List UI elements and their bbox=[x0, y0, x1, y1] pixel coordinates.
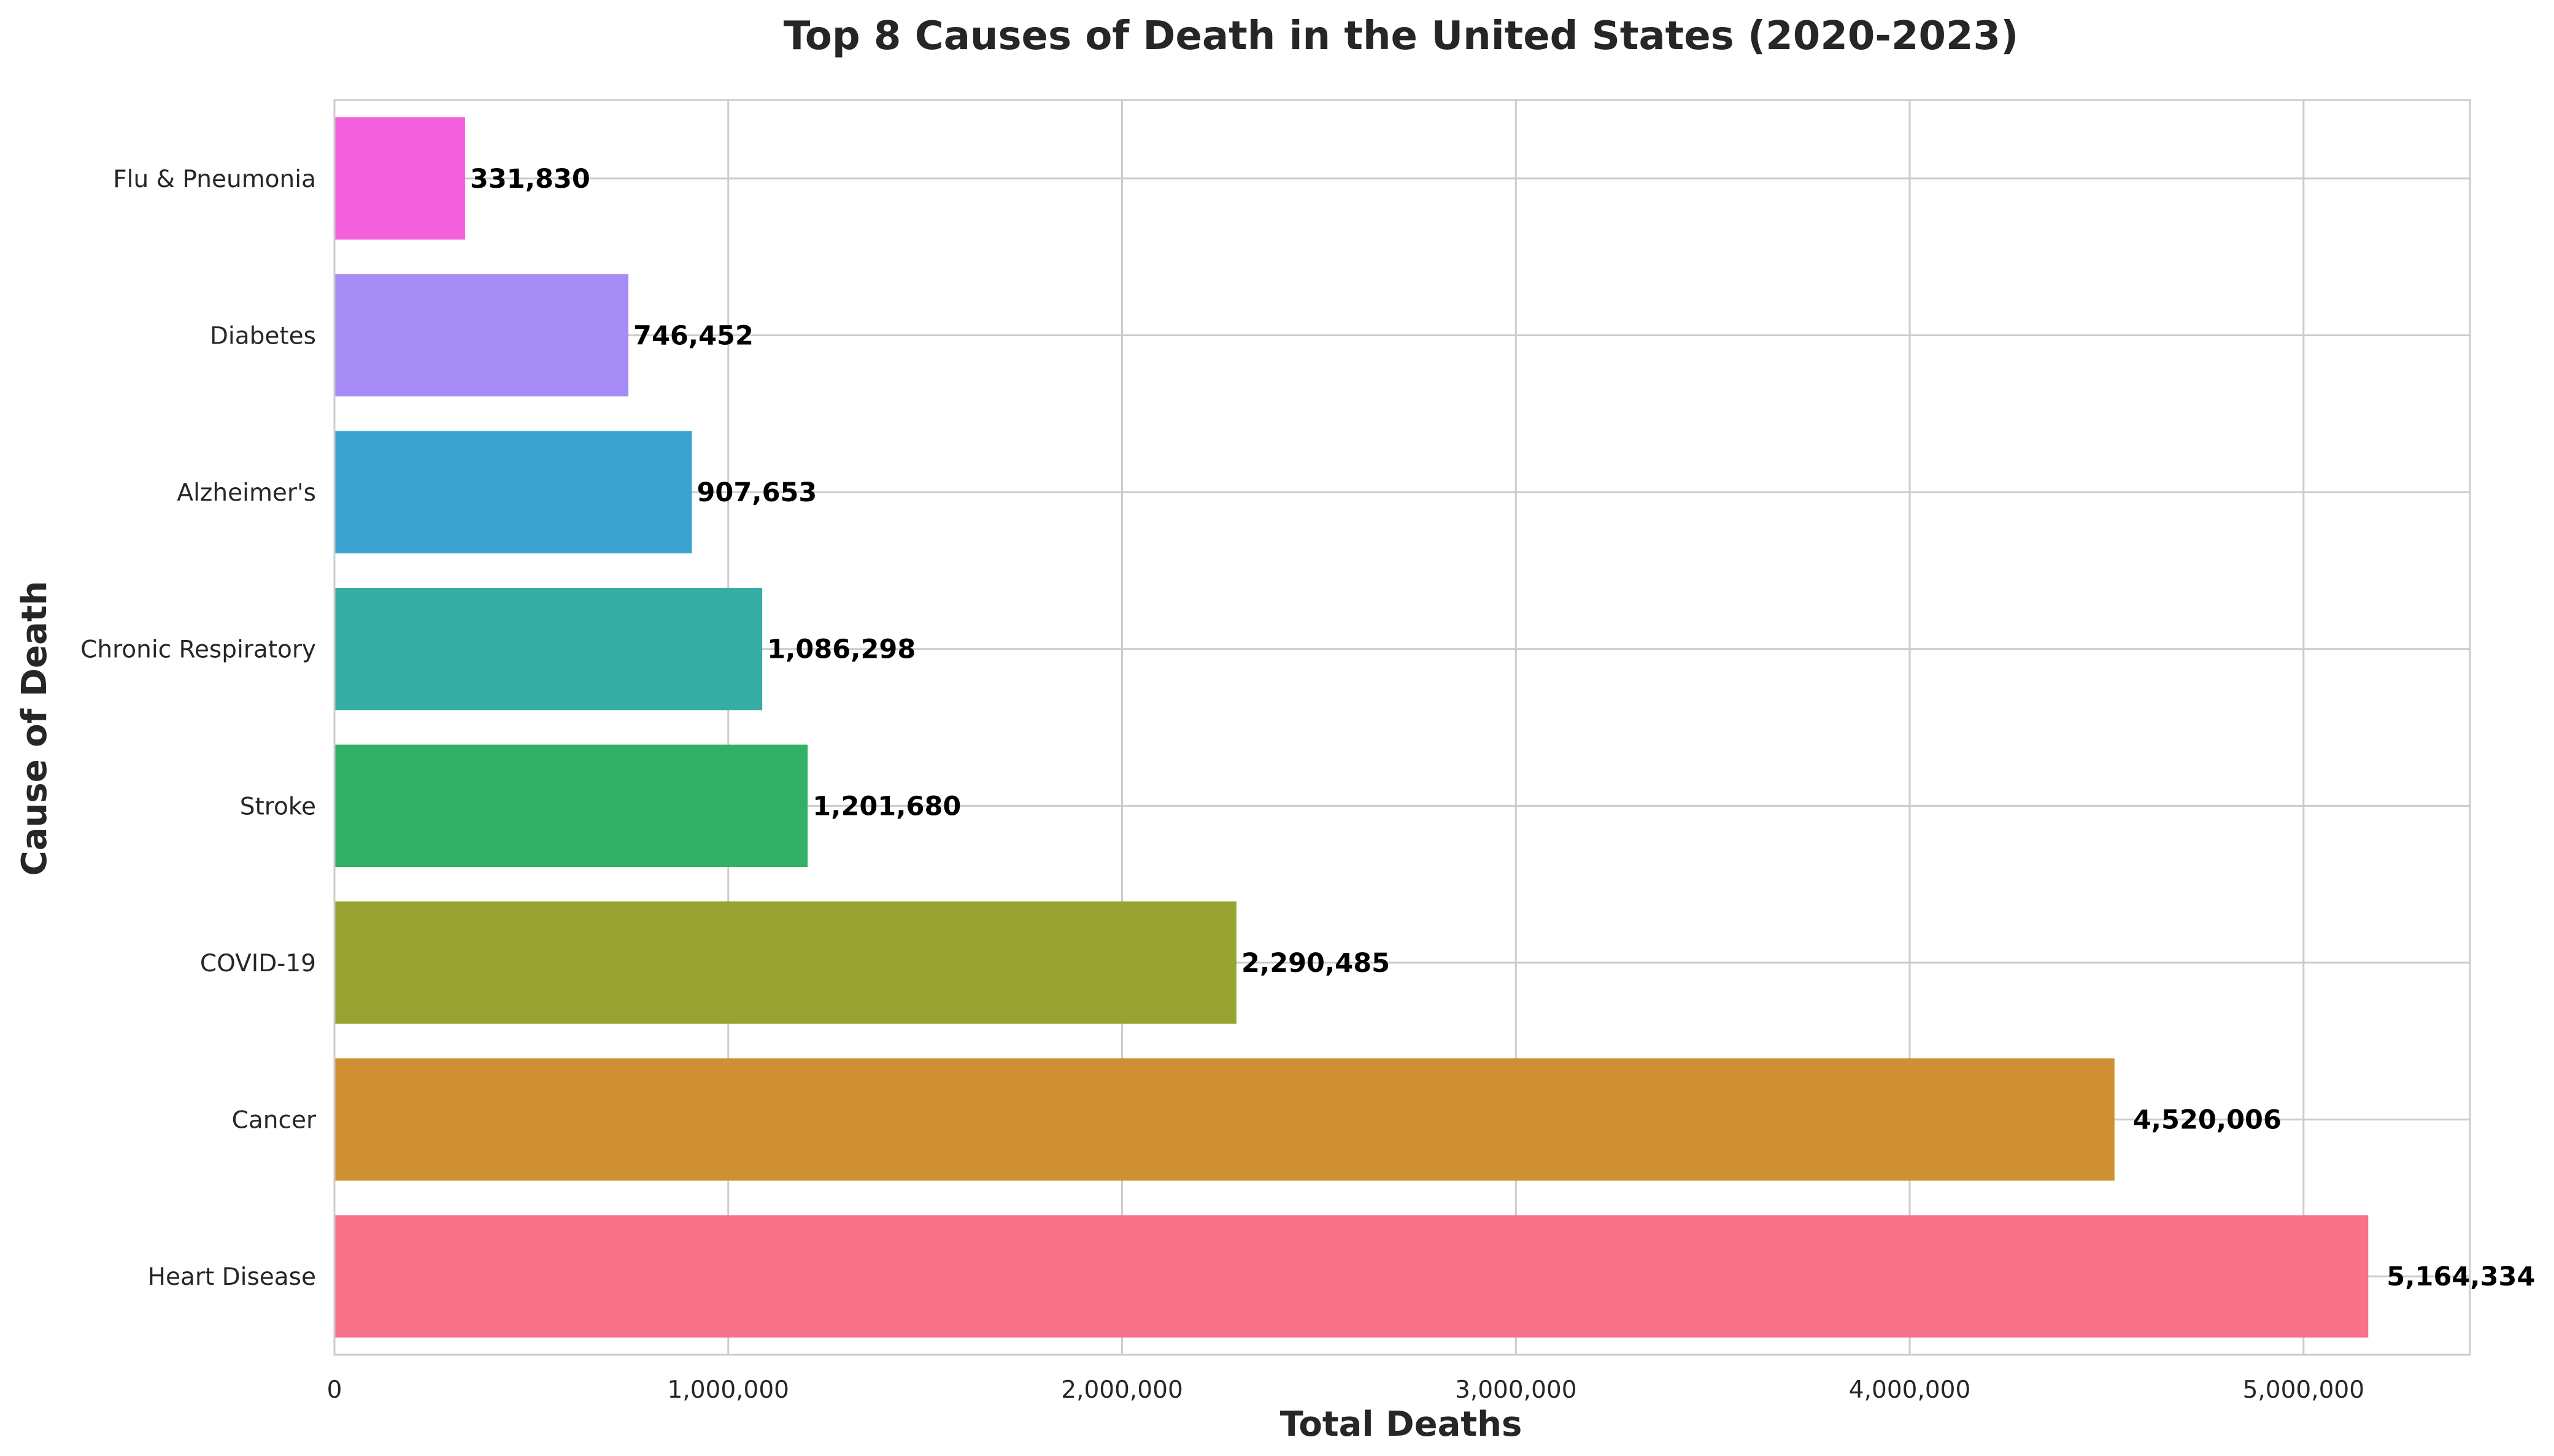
bar bbox=[334, 587, 763, 711]
y-tick-label: Flu & Pneumonia bbox=[113, 166, 316, 193]
chart-title: Top 8 Causes of Death in the United Stat… bbox=[784, 13, 2019, 59]
y-tick-label: Cancer bbox=[232, 1107, 317, 1134]
x-axis-ticks: 0 1,000,000 2,000,000 3,000,000 4,000,000 5,0… bbox=[327, 1376, 2364, 1404]
bar bbox=[334, 744, 808, 868]
x-axis-label: Total Deaths bbox=[1280, 1404, 1522, 1444]
x-tick-label: 3,000,000 bbox=[1455, 1376, 1577, 1404]
bar-value-label: 746,452 bbox=[633, 320, 754, 351]
y-tick-label: Alzheimer's bbox=[177, 479, 316, 507]
bar-value-label: 1,086,298 bbox=[767, 634, 916, 665]
x-tick-label: 4,000,000 bbox=[1849, 1376, 1971, 1404]
x-tick-label: 1,000,000 bbox=[668, 1376, 790, 1404]
y-tick-label: Stroke bbox=[240, 793, 316, 820]
bars bbox=[334, 117, 2369, 1338]
bar bbox=[334, 901, 1236, 1024]
bar bbox=[334, 274, 629, 397]
bar-value-label: 4,520,006 bbox=[2133, 1105, 2282, 1136]
y-tick-label: Chronic Respiratory bbox=[80, 636, 316, 664]
y-tick-label: Heart Disease bbox=[148, 1263, 316, 1291]
bar bbox=[334, 117, 465, 240]
value-labels: 5,164,334 4,520,006 2,290,485 1,201,680 1,08… bbox=[470, 164, 2535, 1292]
x-tick-label: 0 bbox=[327, 1376, 342, 1404]
y-axis-ticks: Heart Disease Cancer COVID-19 Stroke Chronic… bbox=[80, 166, 317, 1291]
bar bbox=[334, 431, 692, 553]
plot-frame bbox=[333, 99, 2471, 1356]
bar bbox=[334, 1215, 2369, 1338]
y-tick-label: COVID-19 bbox=[200, 950, 316, 977]
bar-value-label: 5,164,334 bbox=[2386, 1261, 2535, 1292]
bar-value-label: 1,201,680 bbox=[812, 791, 961, 822]
bar-value-label: 907,653 bbox=[696, 477, 817, 508]
y-tick-label: Diabetes bbox=[210, 322, 316, 350]
y-axis-label: Cause of Death bbox=[15, 581, 55, 876]
x-tick-label: 2,000,000 bbox=[1061, 1376, 1183, 1404]
bar-value-label: 2,290,485 bbox=[1241, 948, 1390, 979]
x-tick-label: 5,000,000 bbox=[2243, 1376, 2365, 1404]
bar-value-label: 331,830 bbox=[470, 164, 590, 195]
bar bbox=[334, 1058, 2115, 1181]
